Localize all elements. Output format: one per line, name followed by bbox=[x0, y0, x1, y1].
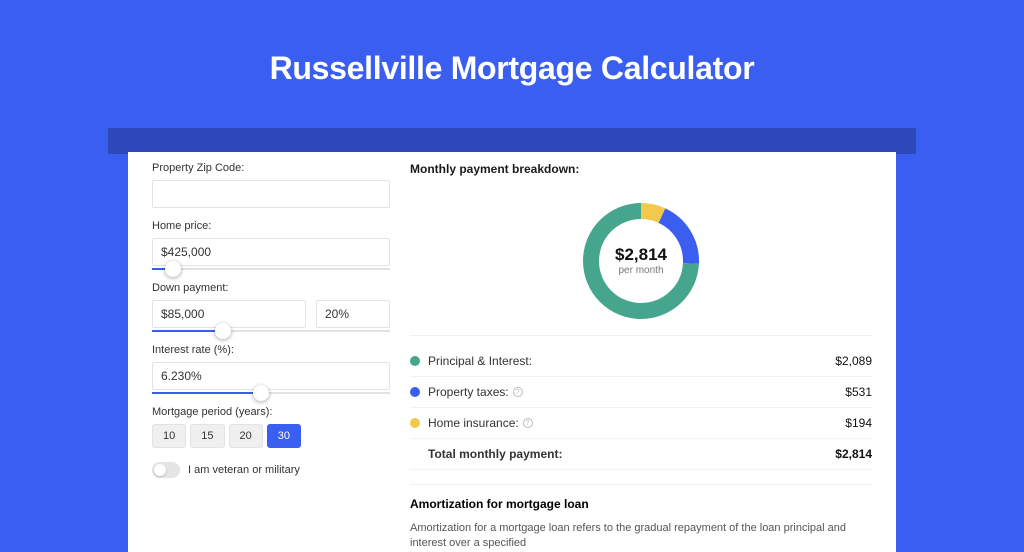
legend-label: Principal & Interest: bbox=[428, 354, 835, 368]
field-term: Mortgage period (years): 10152030 bbox=[152, 406, 390, 448]
legend-item-ins: Home insurance:?$194 bbox=[410, 408, 872, 439]
price-slider[interactable] bbox=[152, 268, 390, 270]
price-label: Home price: bbox=[152, 220, 390, 232]
total-label: Total monthly payment: bbox=[428, 447, 835, 461]
donut-center-amount: $2,814 bbox=[615, 245, 667, 265]
rate-input[interactable] bbox=[152, 362, 390, 390]
legend-amount: $531 bbox=[845, 385, 872, 399]
legend-item-tax: Property taxes:?$531 bbox=[410, 377, 872, 408]
legend-dot bbox=[410, 387, 420, 397]
donut-chart: $2,814 per month bbox=[410, 186, 872, 336]
veteran-row: I am veteran or military bbox=[152, 462, 390, 478]
term-options: 10152030 bbox=[152, 424, 390, 448]
down-slider-thumb[interactable] bbox=[215, 323, 231, 339]
amortization-title: Amortization for mortgage loan bbox=[410, 497, 872, 511]
down-label: Down payment: bbox=[152, 282, 390, 294]
rate-slider[interactable] bbox=[152, 392, 390, 394]
term-option-20[interactable]: 20 bbox=[229, 424, 263, 448]
price-slider-thumb[interactable] bbox=[165, 261, 181, 277]
total-amount: $2,814 bbox=[835, 447, 872, 461]
hero-stripe bbox=[108, 128, 916, 154]
veteran-label: I am veteran or military bbox=[188, 464, 300, 476]
legend-dot bbox=[410, 418, 420, 428]
term-option-30[interactable]: 30 bbox=[267, 424, 301, 448]
breakdown-legend: Principal & Interest:$2,089Property taxe… bbox=[410, 346, 872, 470]
legend-amount: $2,089 bbox=[835, 354, 872, 368]
legend-label: Property taxes:? bbox=[428, 385, 845, 399]
donut-center-sub: per month bbox=[618, 265, 663, 276]
field-rate: Interest rate (%): bbox=[152, 344, 390, 394]
rate-label: Interest rate (%): bbox=[152, 344, 390, 356]
down-amount-input[interactable] bbox=[152, 300, 306, 328]
breakdown-panel: Monthly payment breakdown: $2,814 per mo… bbox=[410, 162, 872, 552]
term-option-10[interactable]: 10 bbox=[152, 424, 186, 448]
legend-dot bbox=[410, 356, 420, 366]
page-title: Russellville Mortgage Calculator bbox=[270, 50, 755, 87]
legend-item-pi: Principal & Interest:$2,089 bbox=[410, 346, 872, 377]
term-label: Mortgage period (years): bbox=[152, 406, 390, 418]
down-pct-input[interactable] bbox=[316, 300, 390, 328]
legend-label: Home insurance:? bbox=[428, 416, 845, 430]
info-icon[interactable]: ? bbox=[523, 418, 533, 428]
inputs-panel: Property Zip Code: Home price: Down paym… bbox=[152, 162, 390, 552]
price-input[interactable] bbox=[152, 238, 390, 266]
veteran-toggle[interactable] bbox=[152, 462, 180, 478]
legend-item-total: Total monthly payment:$2,814 bbox=[410, 439, 872, 470]
calculator-card: Property Zip Code: Home price: Down paym… bbox=[128, 152, 896, 552]
zip-input[interactable] bbox=[152, 180, 390, 208]
rate-slider-thumb[interactable] bbox=[253, 385, 269, 401]
field-down: Down payment: bbox=[152, 282, 390, 332]
amortization-text: Amortization for a mortgage loan refers … bbox=[410, 521, 872, 552]
down-slider[interactable] bbox=[152, 330, 390, 332]
amortization-section: Amortization for mortgage loan Amortizat… bbox=[410, 484, 872, 552]
legend-amount: $194 bbox=[845, 416, 872, 430]
zip-label: Property Zip Code: bbox=[152, 162, 390, 174]
term-option-15[interactable]: 15 bbox=[190, 424, 224, 448]
field-price: Home price: bbox=[152, 220, 390, 270]
field-zip: Property Zip Code: bbox=[152, 162, 390, 208]
breakdown-title: Monthly payment breakdown: bbox=[410, 162, 872, 176]
info-icon[interactable]: ? bbox=[513, 387, 523, 397]
